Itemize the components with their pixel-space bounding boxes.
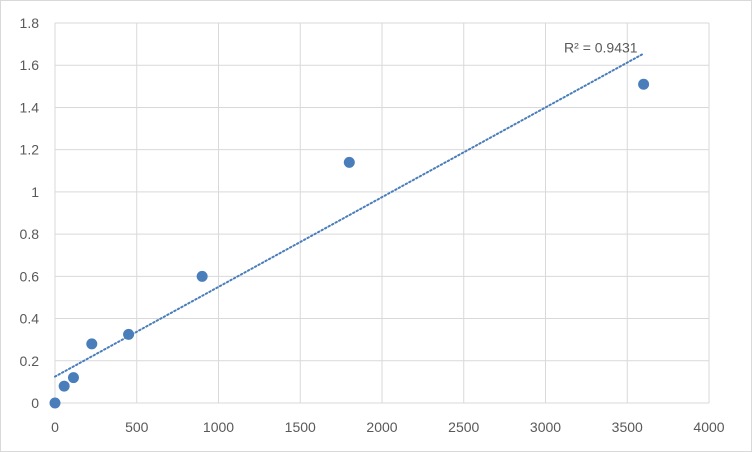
axis-tick-labels: 0 0.2 0.4 0.6 0.8 1 1.2 1.4 1.6 1.8 0 500 1000 1500 20… (20, 15, 725, 435)
trendline-group (54, 52, 645, 378)
data-point (123, 328, 135, 340)
data-point (638, 78, 650, 90)
data-point (343, 156, 355, 168)
annotations: R² = 0.9431 (564, 40, 638, 56)
y-tick-label: 0 (31, 395, 39, 411)
data-point (67, 372, 79, 384)
x-tick-label: 0 (51, 419, 59, 435)
x-tick-label: 1500 (285, 419, 316, 435)
r-squared-label: R² = 0.9431 (564, 40, 638, 56)
y-tick-label: 1.2 (20, 142, 40, 158)
x-tick-label: 4000 (693, 419, 724, 435)
data-point (58, 380, 70, 392)
data-points (49, 78, 650, 409)
y-tick-label: 0.4 (20, 311, 40, 327)
y-tick-label: 1.8 (20, 15, 40, 31)
x-tick-label: 3000 (530, 419, 561, 435)
y-tick-label: 0.8 (20, 226, 40, 242)
x-tick-label: 2500 (448, 419, 479, 435)
trendline (54, 52, 645, 378)
y-tick-label: 0.2 (20, 353, 40, 369)
data-point (49, 397, 61, 409)
data-point (86, 338, 98, 350)
x-tick-label: 2000 (366, 419, 397, 435)
y-tick-label: 1 (31, 184, 39, 200)
y-tick-label: 1.4 (20, 99, 40, 115)
grid-lines (54, 22, 710, 404)
data-point (196, 270, 208, 282)
y-tick-label: 1.6 (20, 57, 40, 73)
x-tick-label: 500 (125, 419, 149, 435)
x-tick-label: 3500 (612, 419, 643, 435)
x-tick-label: 1000 (203, 419, 234, 435)
y-tick-label: 0.6 (20, 268, 40, 284)
